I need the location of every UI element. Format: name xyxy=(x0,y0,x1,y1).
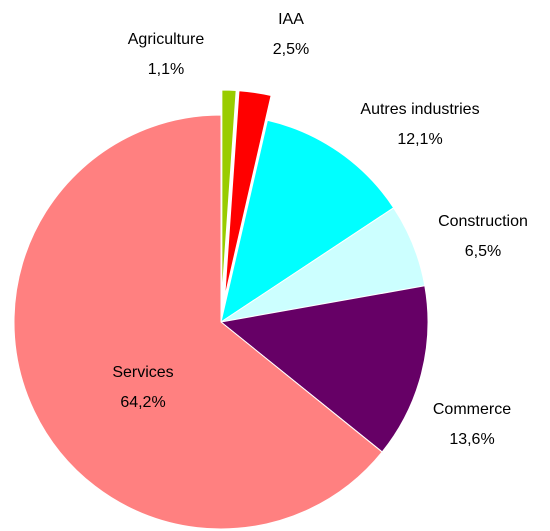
pie-slice xyxy=(13,114,383,530)
pie-slice xyxy=(219,285,429,453)
slice-label: Autres industries xyxy=(360,101,479,118)
pie-slice xyxy=(221,89,237,298)
slice-label: IAA xyxy=(278,11,304,28)
slice-label: Services xyxy=(112,364,173,381)
slice-label: Commerce xyxy=(433,401,511,418)
slice-value-label: 6,5% xyxy=(465,243,501,260)
slice-value-label: 2,5% xyxy=(273,41,309,58)
slice-value-label: 12,1% xyxy=(397,131,442,148)
slice-value-label: 1,1% xyxy=(148,61,184,78)
slice-value-label: 13,6% xyxy=(449,431,494,448)
pie-slice xyxy=(220,119,395,324)
slice-label: Construction xyxy=(438,213,528,230)
slice-label: Agriculture xyxy=(128,31,205,48)
slice-value-label: 64,2% xyxy=(120,394,165,411)
pie-slice xyxy=(224,90,272,298)
